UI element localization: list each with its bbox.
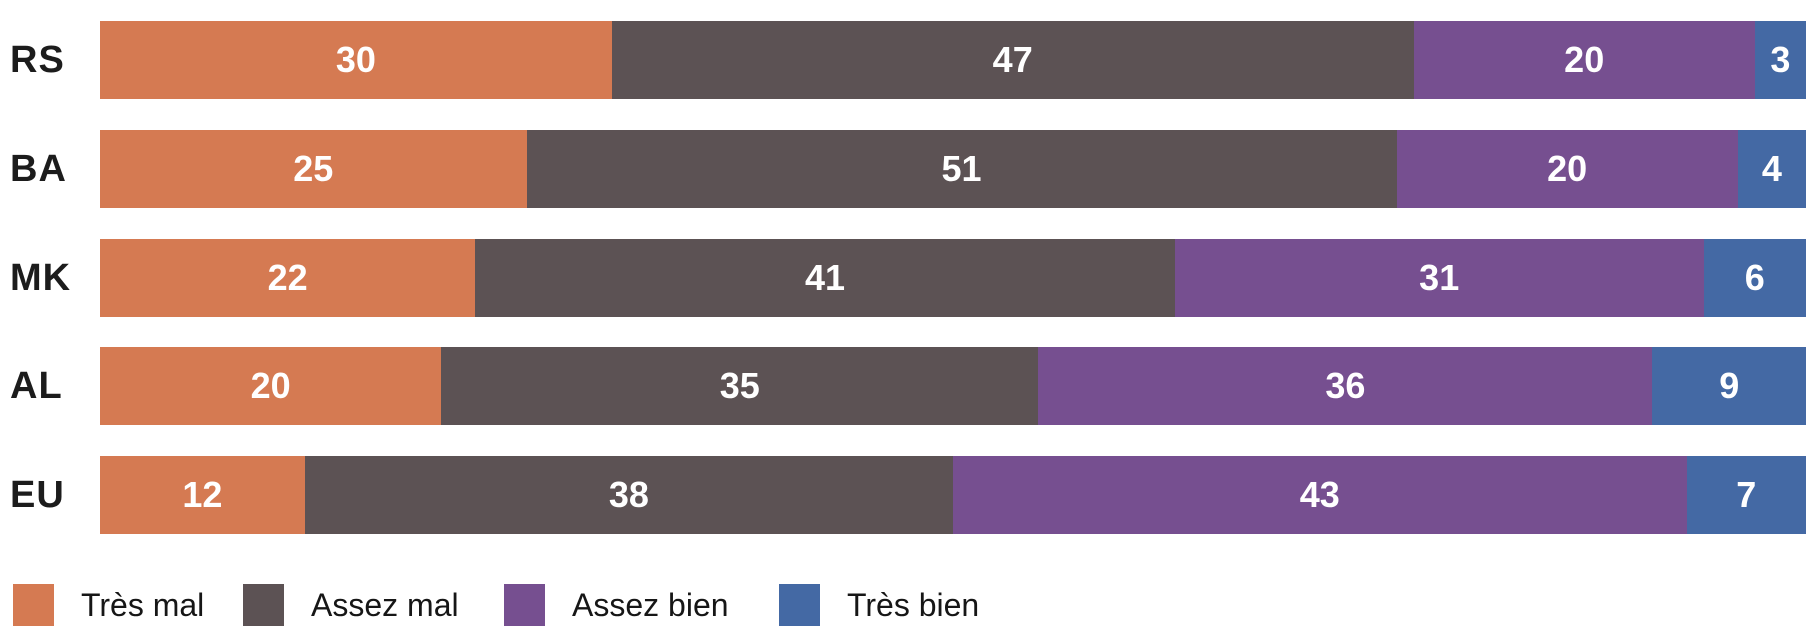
legend-label: Assez bien bbox=[572, 586, 729, 623]
legend-item: Très bien bbox=[779, 584, 979, 626]
bar-value-label: 30 bbox=[335, 39, 376, 80]
bar-value-label: 47 bbox=[992, 39, 1033, 80]
legend-item: Assez bien bbox=[504, 584, 729, 626]
chart-row: MK 22 41 31 6 bbox=[0, 239, 1816, 317]
legend-swatch bbox=[779, 584, 820, 626]
bar-segment: 20 bbox=[100, 347, 442, 425]
legend-swatch bbox=[13, 584, 54, 626]
bar-value-label: 41 bbox=[805, 257, 846, 298]
stacked-bar: 22 41 31 6 bbox=[100, 239, 1806, 317]
bar-value-label: 51 bbox=[941, 148, 982, 189]
bar-value-label: 22 bbox=[267, 257, 308, 298]
chart-legend: Très mal Assez mal Assez bien Très bien bbox=[0, 584, 1816, 626]
bar-value-label: 25 bbox=[293, 148, 334, 189]
legend-swatch bbox=[504, 584, 545, 626]
bar-segment: 22 bbox=[100, 239, 476, 317]
chart-row: RS 30 47 20 3 bbox=[0, 21, 1816, 99]
chart-row: BA 25 51 20 4 bbox=[0, 130, 1816, 208]
bar-value-label: 31 bbox=[1419, 257, 1460, 298]
legend-label: Très mal bbox=[81, 586, 205, 623]
stacked-bar: 30 47 20 3 bbox=[100, 21, 1806, 99]
bar-value-label: 12 bbox=[182, 474, 223, 515]
chart-row: AL 20 35 36 9 bbox=[0, 347, 1816, 425]
bar-value-label: 43 bbox=[1299, 474, 1340, 515]
bar-value-label: 36 bbox=[1325, 365, 1366, 406]
chart-row: EU 12 38 43 7 bbox=[0, 456, 1816, 534]
bar-value-label: 7 bbox=[1736, 474, 1757, 515]
bar-segment: 35 bbox=[441, 347, 1039, 425]
bar-segment: 9 bbox=[1652, 347, 1806, 425]
category-label: RS bbox=[10, 38, 65, 81]
bar-segment: 31 bbox=[1174, 239, 1704, 317]
bar-segment: 43 bbox=[952, 456, 1687, 534]
bar-value-label: 38 bbox=[608, 474, 649, 515]
bar-value-label: 20 bbox=[1564, 39, 1605, 80]
category-label: BA bbox=[10, 147, 67, 190]
category-label: EU bbox=[10, 473, 65, 516]
legend-item: Très mal bbox=[13, 584, 204, 626]
stacked-bar: 25 51 20 4 bbox=[100, 130, 1806, 208]
bar-value-label: 3 bbox=[1770, 39, 1791, 80]
bar-value-label: 4 bbox=[1761, 148, 1782, 189]
bar-value-label: 20 bbox=[1547, 148, 1588, 189]
bar-segment: 36 bbox=[1038, 347, 1653, 425]
bar-segment: 38 bbox=[304, 456, 953, 534]
bar-segment: 3 bbox=[1754, 21, 1806, 99]
bar-segment: 7 bbox=[1686, 456, 1806, 534]
legend-label: Très bien bbox=[847, 586, 980, 623]
stacked-bar: 12 38 43 7 bbox=[100, 456, 1806, 534]
bar-segment: 20 bbox=[1413, 21, 1755, 99]
bar-segment: 12 bbox=[100, 456, 305, 534]
stacked-bar: 20 35 36 9 bbox=[100, 347, 1806, 425]
legend-label: Assez mal bbox=[311, 586, 459, 623]
bar-segment: 51 bbox=[526, 130, 1397, 208]
bar-segment: 47 bbox=[611, 21, 1414, 99]
bar-segment: 25 bbox=[100, 130, 527, 208]
category-label: AL bbox=[10, 364, 63, 407]
bar-segment: 41 bbox=[475, 239, 1175, 317]
bar-value-label: 35 bbox=[719, 365, 760, 406]
bar-value-label: 9 bbox=[1719, 365, 1740, 406]
bar-segment: 4 bbox=[1737, 130, 1806, 208]
legend-item: Assez mal bbox=[243, 584, 459, 626]
bar-segment: 20 bbox=[1396, 130, 1738, 208]
category-label: MK bbox=[10, 256, 72, 299]
bar-value-label: 6 bbox=[1744, 257, 1765, 298]
legend-swatch bbox=[243, 584, 284, 626]
bar-segment: 6 bbox=[1703, 239, 1806, 317]
bar-segment: 30 bbox=[100, 21, 612, 99]
bar-value-label: 20 bbox=[250, 365, 291, 406]
